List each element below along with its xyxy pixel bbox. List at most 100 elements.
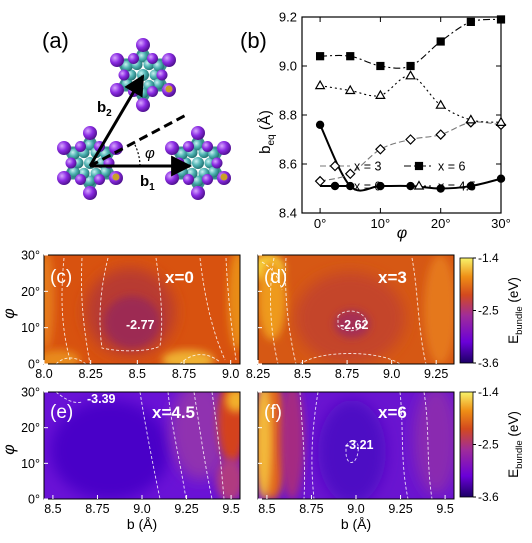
heatmap-region [104,296,160,348]
purple-atom [191,186,205,200]
x-tick-label: 8.25 [246,367,270,381]
purple-atom [136,38,150,52]
heatmap-frame [43,254,241,365]
purple-atom [65,157,77,169]
purple-atom [110,53,125,67]
panel-title: x=3 [378,268,407,287]
teal-atom [68,148,80,160]
purple-atom [110,83,125,97]
colorbar-tick-label: -2.5 [478,438,499,452]
heatmap-panel-f: 8.5 8.75 9.0 9.25 9.5 (f) x=6 -3.21 b (Å) [257,391,455,532]
y-tick-label: 9.2 [279,10,297,25]
legend-label: x = 0 [354,180,381,194]
y-tick-label: 8.6 [279,157,297,172]
angle-arc [133,142,141,167]
purple-atom [118,69,130,81]
heatmap-frame [257,254,455,365]
teal-atom [137,51,149,63]
data-point [346,52,355,61]
teal-atom [208,148,220,160]
heatmap-region [228,255,240,350]
colorbar-tick-label: -3.6 [478,356,499,370]
x-tick-label: 8.25 [78,367,102,381]
angle-phi-label: φ [145,145,155,162]
panel-b-legend: x = 3 x = 6 x = 0 x = 4.5 [320,160,476,194]
x-tick-label: 9.5 [222,502,239,516]
purple-atom [57,171,72,185]
teal-atom [137,69,149,81]
teal-atom [121,60,133,72]
contour-line [285,257,297,364]
teal-atom [68,166,80,178]
contour-line [179,354,221,364]
data-point [465,114,477,124]
vector-b2-label: b2 [97,99,112,119]
heatmap-region [414,392,454,495]
colorbar-tick-label: -1.4 [478,385,499,399]
heatmap-region [226,392,240,412]
colorbars: -1.4 -2.5 -3.6 Ebundle (eV) -1.4 -2.5 -3.6 Ebun… [459,251,525,504]
data-point [329,160,341,172]
panel-title: x=4.5 [152,403,195,422]
purple-atom [147,53,158,65]
data-point [315,120,325,130]
heatmap-region [50,400,170,499]
panel-label: (f) [264,402,282,423]
teal-atom [153,78,165,90]
purple-atom [75,141,86,153]
x-axis-label: b (Å) [341,516,371,532]
teal-atom [192,157,204,169]
data-point [436,184,445,193]
x-tick-label: 20° [431,216,451,231]
purple-atom [165,171,180,185]
purple-atom [128,53,139,65]
panel-b-ylabel: beq (Å) [257,110,277,154]
purple-atom [147,85,158,97]
data-point [406,61,415,71]
minimum-energy-label: -3.39 [87,392,116,406]
purple-atom [216,141,231,155]
heatmap-region [216,458,240,499]
x-tick-label: 30° [491,216,511,231]
data-point [435,129,447,140]
data-point [330,181,340,191]
data-point [435,99,447,109]
contour-line [167,392,187,499]
y-tick-label: 0° [28,493,40,507]
heatmap-region [280,392,304,499]
atom-cluster [165,126,231,200]
data-point [405,134,416,145]
colorbar: -1.4 -2.5 -3.6 Ebundle (eV) [459,385,525,504]
atom-cluster [57,126,123,200]
contour-line [193,392,213,499]
minimum-energy-label: -2.77 [126,318,155,332]
heatmap-region [44,255,54,350]
heatmap-region [318,400,386,499]
series-line [320,18,502,69]
contour-line [423,392,433,499]
contour-line [81,257,91,364]
data-point [466,181,476,191]
x-tick-label: 9.5 [436,502,453,516]
y-tick-label: 30° [21,386,40,400]
panel-b-axes: 0° 10° 20° 30° 8.4 8.6 8.8 9.0 9.2 [279,10,511,232]
colorbar-tick-label: -2.5 [478,304,499,318]
contour-line [299,392,305,499]
heatmap-panel-d: 8.25 8.5 8.75 9.0 9.25 (d) x=3 -2.62 [246,254,455,381]
colorbar-gradient [459,257,474,364]
y-tick-label: 20° [21,421,40,435]
contour-line [225,257,237,361]
contour-line [55,392,83,403]
colorbar-label: Ebundle (eV) [506,411,525,478]
y-tick-label: 10° [21,321,40,335]
data-point [344,84,356,95]
colorbar-gradient [459,391,474,498]
y-tick-label: 30° [21,249,40,263]
x-tick-label: 8.75 [172,367,196,381]
y-axis-label: φ [1,308,18,318]
series-x-4-5 [314,70,507,126]
series-line [320,75,502,123]
purple-atom [136,98,150,112]
panel-label: (c) [50,267,72,288]
x-tick-label: 8.0 [35,367,52,381]
